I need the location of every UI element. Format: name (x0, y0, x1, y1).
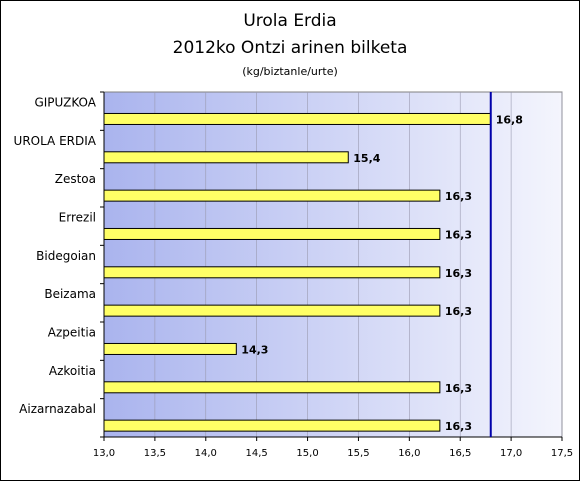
category-label: Bidegoian (36, 249, 96, 263)
x-tick-label: 13,5 (144, 448, 166, 459)
bar-gipuzkoa (103, 112, 492, 125)
bar-beizama (103, 304, 441, 317)
bar-urola-erdia (103, 151, 349, 164)
x-tick-label: 16,0 (398, 448, 420, 459)
data-label: 16,3 (445, 267, 472, 280)
category-label: Zestoa (55, 172, 96, 186)
x-tick-label: 15,5 (347, 448, 369, 459)
category-label: Aizarnazabal (19, 402, 96, 416)
category-label: Azpeitia (48, 326, 96, 340)
data-label: 16,3 (445, 305, 472, 318)
category-label: Beizama (44, 287, 96, 301)
x-tick-label: 13,0 (93, 448, 115, 459)
chart-title: Urola Erdia (243, 11, 337, 31)
bar-aizarnazabal (103, 419, 441, 432)
bar-bidegoian (103, 266, 441, 279)
x-tick-label: 14,0 (195, 448, 217, 459)
x-tick-label: 17,5 (551, 448, 573, 459)
category-label: GIPUZKOA (34, 96, 96, 110)
bar-zestoa (103, 189, 441, 202)
data-label: 16,3 (445, 382, 472, 395)
x-tick-label: 16,5 (449, 448, 471, 459)
chart-unit-label: (kg/biztanle/urte) (242, 65, 338, 78)
data-label: 16,3 (445, 228, 472, 241)
bar-azkoitia (103, 381, 441, 394)
x-tick-label: 17,0 (500, 448, 522, 459)
bar-azpeitia (103, 342, 237, 355)
data-label: 16,3 (445, 420, 472, 433)
category-label: UROLA ERDIA (14, 134, 97, 148)
category-label: Errezil (59, 211, 96, 225)
plot-area (103, 91, 563, 438)
category-label: Azkoitia (49, 364, 96, 378)
bar-errezil (103, 227, 441, 240)
data-label: 15,4 (353, 152, 380, 165)
chart-subtitle: 2012ko Ontzi arinen bilketa (172, 38, 408, 58)
x-tick-label: 14,5 (246, 448, 268, 459)
data-label: 16,3 (445, 190, 472, 203)
data-label: 16,8 (496, 113, 523, 126)
x-tick-label: 15,0 (296, 448, 318, 459)
data-label: 14,3 (241, 343, 268, 356)
